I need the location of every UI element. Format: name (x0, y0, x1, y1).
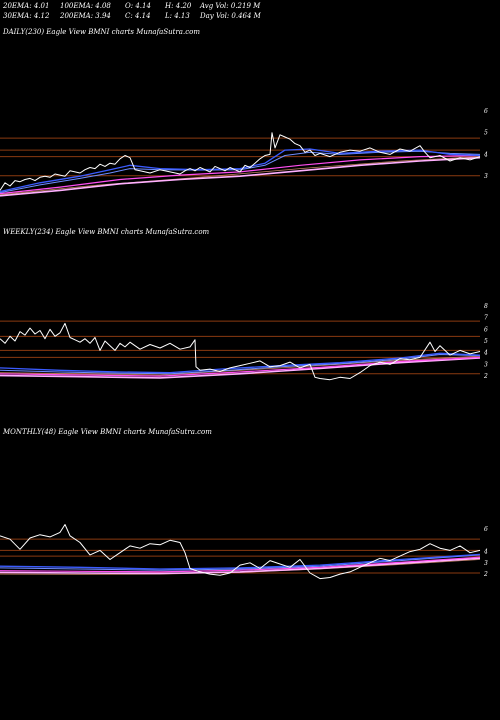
monthly-ema100-line (0, 556, 481, 573)
daily-panel: 3 4 5 6 (0, 108, 488, 197)
daily-price-line (0, 132, 481, 191)
daily-price-tick-3: 6 (484, 108, 488, 115)
weekly-price-tick-5: 7 (484, 315, 488, 322)
daily-ema200-line (0, 156, 481, 197)
stat-close: C: 4.14 (125, 12, 151, 20)
weekly-price-tick-1: 3 (484, 361, 488, 368)
monthly-price-line (0, 524, 481, 580)
daily-price-tick-2: 5 (484, 130, 488, 137)
stat-avg-vol: Avg Vol: 0.219 M (200, 2, 261, 10)
weekly-price-tick-3: 5 (484, 338, 488, 345)
stat-20ema: 20EMA: 4.01 (3, 2, 50, 10)
monthly-panel-title: MONTHLY(48) Eagle View BMNI charts Munaf… (3, 428, 212, 436)
stat-100ema: 100EMA: 4.08 (60, 2, 111, 10)
weekly-ema20-line (0, 352, 481, 374)
weekly-price-tick-4: 6 (484, 326, 488, 333)
monthly-ema20-line (0, 553, 481, 570)
daily-price-tick-0: 3 (484, 173, 488, 180)
monthly-price-tick-1: 3 (484, 560, 488, 567)
daily-price-tick-1: 4 (483, 151, 488, 158)
monthly-price-tick-0: 2 (483, 571, 488, 578)
daily-extra-line (0, 156, 481, 196)
weekly-ema200-line (0, 357, 481, 379)
weekly-price-tick-0: 2 (483, 373, 488, 380)
monthly-ema30-line (0, 554, 481, 571)
weekly-price-tick-6: 8 (484, 303, 488, 310)
daily-panel-title: DAILY(230) Eagle View BMNI charts Munafa… (3, 28, 200, 36)
stat-day-vol: Day Vol: 0.464 M (200, 12, 261, 20)
stat-open: O: 4.14 (125, 2, 151, 10)
daily-ema30-line (0, 150, 481, 194)
weekly-panel-title: WEEKLY(234) Eagle View BMNI charts Munaf… (3, 228, 210, 236)
stat-high: H: 4.20 (165, 2, 192, 10)
monthly-price-tick-2: 4 (483, 549, 488, 556)
stat-30ema: 30EMA: 4.12 (3, 12, 50, 20)
stat-low: L: 4.13 (165, 12, 190, 20)
monthly-panel: 2 3 4 6 (0, 524, 488, 580)
weekly-ema100-line (0, 356, 481, 377)
weekly-extra-line (0, 355, 481, 376)
monthly-price-tick-3: 6 (484, 526, 488, 533)
weekly-price-line (0, 322, 481, 381)
weekly-panel: 2 3 4 5 6 7 8 (0, 303, 488, 381)
weekly-price-tick-2: 4 (483, 350, 488, 357)
stat-200ema: 200EMA: 3.94 (60, 12, 111, 20)
monthly-ema200-line (0, 557, 481, 575)
